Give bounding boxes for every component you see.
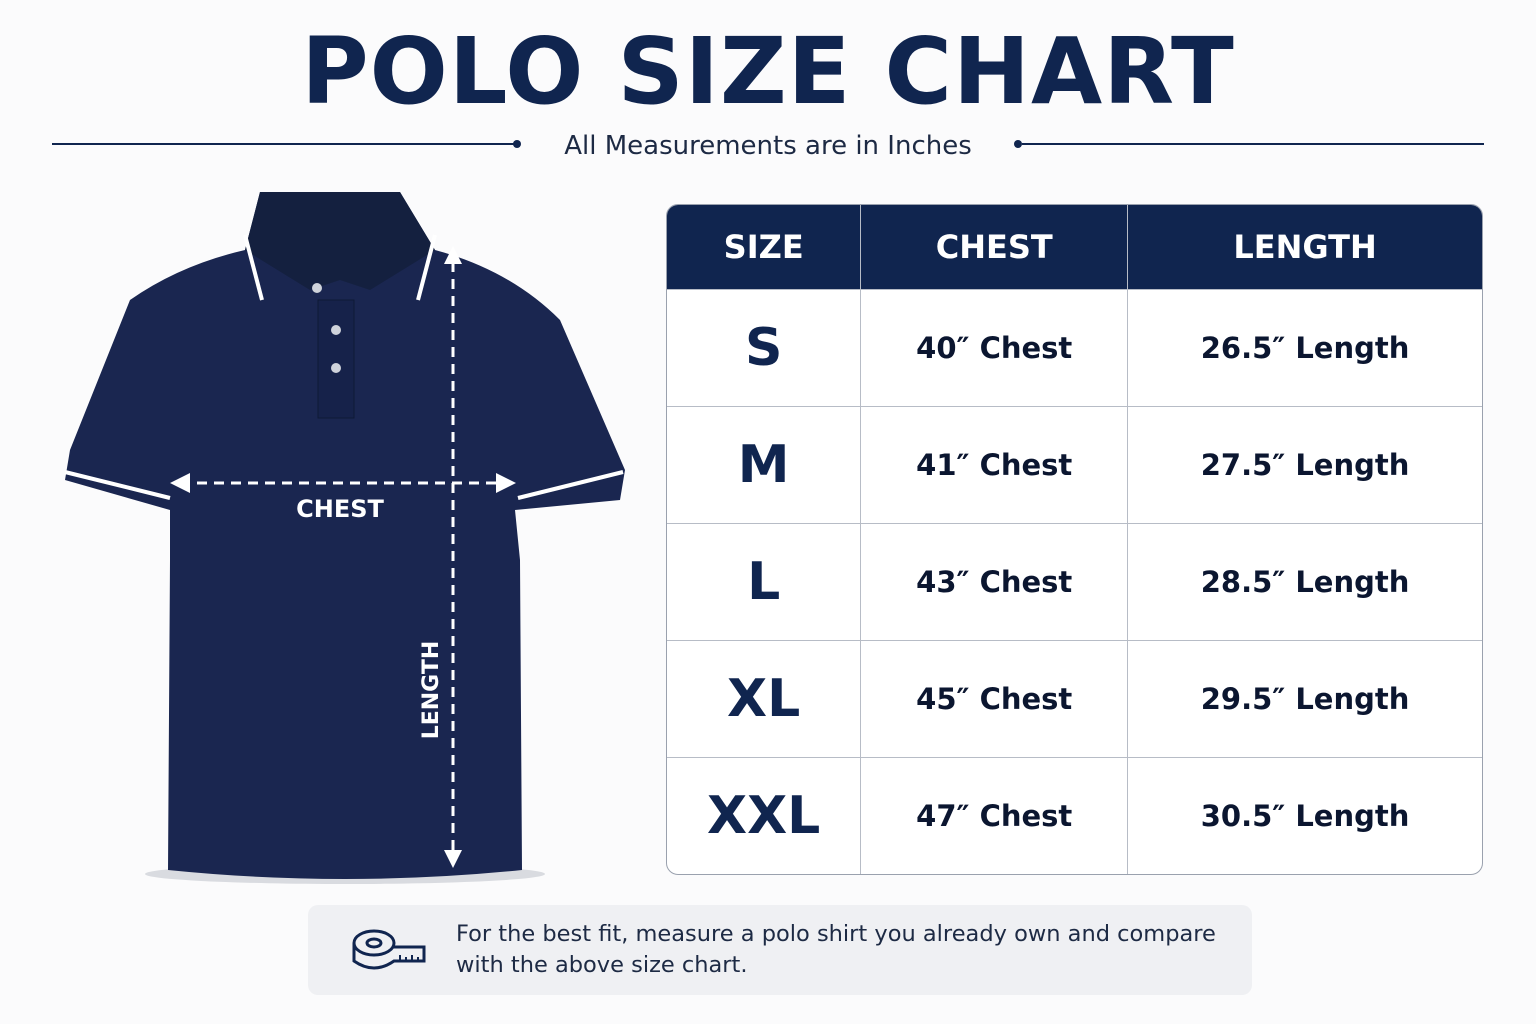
subtitle-rule — [52, 140, 1484, 148]
shirt-illustration: CHEST LENGTH — [64, 192, 625, 884]
subtitle: All Measurements are in Inches — [564, 131, 972, 161]
measure-cell: 40″ Chest — [860, 289, 1128, 406]
size-cell: XXL — [667, 757, 861, 874]
tape-icon — [352, 929, 426, 970]
column-header: LENGTH — [1127, 205, 1482, 289]
column-header: CHEST — [860, 205, 1128, 289]
table-header: SIZE CHEST LENGTH — [667, 205, 1482, 289]
title: POLO SIZE CHART — [301, 18, 1235, 125]
size-cell: XL — [667, 640, 861, 757]
header-row: SIZE CHEST LENGTH — [667, 205, 1482, 289]
measure-cell: 26.5″ Length — [1127, 289, 1482, 406]
measure-cell: 47″ Chest — [860, 757, 1128, 874]
size-table: SIZE CHEST LENGTH S 40″ Chest 26.5″ Length M 4… — [666, 204, 1483, 875]
measure-cell: 28.5″ Length — [1127, 523, 1482, 640]
footer-note: For the best fit, measure a polo shirt y… — [456, 921, 1216, 978]
measure-cell: 43″ Chest — [860, 523, 1128, 640]
size-row: S 40″ Chest 26.5″ Length — [667, 289, 1482, 406]
column-header: SIZE — [667, 205, 861, 289]
size-row: XXL 47″ Chest 30.5″ Length — [667, 757, 1482, 874]
measure-cell: 45″ Chest — [860, 640, 1128, 757]
size-row: M 41″ Chest 27.5″ Length — [667, 406, 1482, 523]
footer-note-box: For the best fit, measure a polo shirt y… — [308, 905, 1252, 995]
measure-cell: 27.5″ Length — [1127, 406, 1482, 523]
size-cell: S — [667, 289, 861, 406]
chest-label: CHEST — [296, 495, 384, 523]
size-row: XL 45″ Chest 29.5″ Length — [667, 640, 1482, 757]
measure-cell: 30.5″ Length — [1127, 757, 1482, 874]
length-label: LENGTH — [419, 641, 444, 740]
table-body: S 40″ Chest 26.5″ Length M 41″ Chest 27.5″ Le… — [667, 289, 1482, 874]
measure-cell: 29.5″ Length — [1127, 640, 1482, 757]
size-row: L 43″ Chest 28.5″ Length — [667, 523, 1482, 640]
size-cell: L — [667, 523, 861, 640]
size-cell: M — [667, 406, 861, 523]
measure-cell: 41″ Chest — [860, 406, 1128, 523]
